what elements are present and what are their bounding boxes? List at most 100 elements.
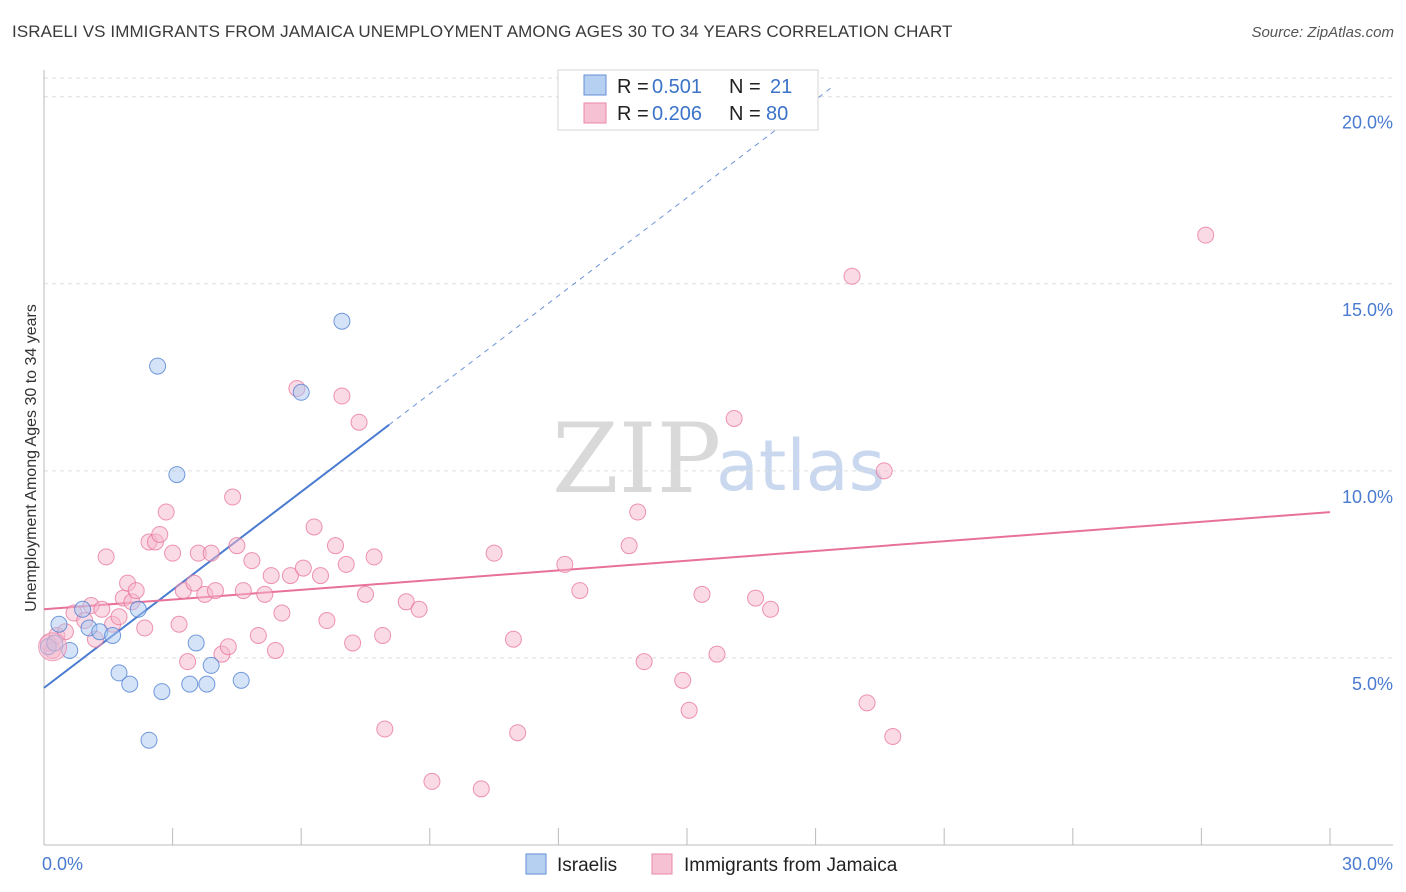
jamaica-point [127,582,145,600]
jamaica-point [266,641,284,659]
israelis-point [181,675,199,693]
jamaica-point [485,544,503,562]
israelis-point [198,675,216,693]
jamaica-point [256,585,274,603]
y-tick-label: 10.0% [1342,487,1393,507]
jamaica-point [423,772,441,790]
jamaica-point [376,720,394,738]
israelis-point [153,683,171,701]
jamaica-point [93,600,111,618]
jamaica-point [410,600,428,618]
israelis-point [104,626,122,644]
israelis-point [50,615,68,633]
jamaica-point-cluster [38,632,68,662]
jamaica-point [635,653,653,671]
jamaica-point [843,267,861,285]
jamaica-point [509,724,527,742]
legend-r-label-2: R = [617,103,649,125]
jamaica-point [136,619,154,637]
legend-swatch-jamaica [583,102,607,124]
jamaica-point [620,537,638,555]
jamaica-point [680,701,698,719]
jamaica-point [281,567,299,585]
jamaica-point [693,585,711,603]
jamaica-point [374,626,392,644]
jamaica-point [337,555,355,573]
jamaica-point [97,548,115,566]
jamaica-point [762,600,780,618]
jamaica-point [170,615,188,633]
jamaica-point [311,567,329,585]
y-tick-label: 20.0% [1342,113,1393,133]
jamaica-point [357,585,374,603]
israelis-point [202,656,220,674]
jamaica-point [326,537,344,555]
chart-title: ISRAELI VS IMMIGRANTS FROM JAMAICA UNEMP… [12,22,953,41]
jamaica-point [747,589,765,607]
legend-r-value-2: 0.206 [652,103,702,125]
y-axis-label: Unemployment Among Ages 30 to 34 years [23,304,40,612]
israelis-point [232,671,250,689]
jamaica-point [1197,226,1215,244]
legend-n-value-1: 21 [770,76,792,98]
jamaica-point [157,503,175,521]
bottom-legend-label-israelis: Israelis [557,855,617,876]
israelis-point [333,312,351,330]
legend-r-value-1: 0.501 [652,76,702,98]
jamaica-point [219,638,237,656]
jamaica-point [262,567,280,585]
jamaica-point [164,544,182,562]
jamaica-point [629,503,647,521]
tick-labels: 5.0% 10.0% 15.0% 20.0% 0.0% 30.0% [42,113,1393,874]
watermark-atlas: atlas [716,425,885,507]
legend-n-label-2: N = [729,103,761,125]
jamaica-point [571,582,589,600]
jamaica-point [884,727,902,745]
jamaica-point [294,559,312,577]
jamaica-point [674,671,692,689]
legend-n-label-1: N = [729,76,761,98]
israelis-point [168,466,186,484]
jamaica-point [725,409,743,427]
correlation-legend: R = 0.501 N = 21 R = 0.206 N = 80 [557,69,819,131]
bottom-legend-swatch-jamaica [651,853,673,875]
watermark-zip: ZIP [552,403,721,515]
grid-lines [44,77,1393,659]
israelis-point [129,600,147,618]
jamaica-point [344,634,362,652]
jamaica-point [875,462,893,480]
bottom-legend-swatch-israelis [525,853,547,875]
y-tick-label: 5.0% [1352,674,1393,694]
jamaica-point [365,548,383,566]
bottom-legend-label-jamaica: Immigrants from Jamaica [684,855,898,876]
jamaica-point [110,608,128,626]
axes [43,70,1393,846]
israelis-point [149,357,167,375]
jamaica-point [397,593,415,611]
jamaica-point [273,604,291,622]
israelis-point [121,675,139,693]
jamaica-point [185,574,203,592]
israelis-point [110,664,128,682]
israelis-point [140,731,158,749]
israelis-point [292,383,310,401]
jamaica-point [708,645,726,663]
jamaica-point [305,518,323,536]
legend-n-value-2: 80 [766,103,788,125]
legend-r-label-1: R = [617,76,649,98]
jamaica-point [504,630,522,648]
jamaica-point [858,694,876,712]
trend-lines [43,86,1331,689]
jamaica-point [179,653,197,671]
jamaica-point [350,413,368,431]
israelis-point [74,600,92,618]
jamaica-point [556,555,574,573]
x-tick-label: 30.0% [1342,854,1393,874]
jamaica-point [202,544,220,562]
israelis-point [187,634,205,652]
x-tick-label: 0.0% [42,854,83,874]
data-points [38,226,1215,798]
jamaica-point [206,582,224,600]
legend-swatch-israelis [583,74,607,96]
